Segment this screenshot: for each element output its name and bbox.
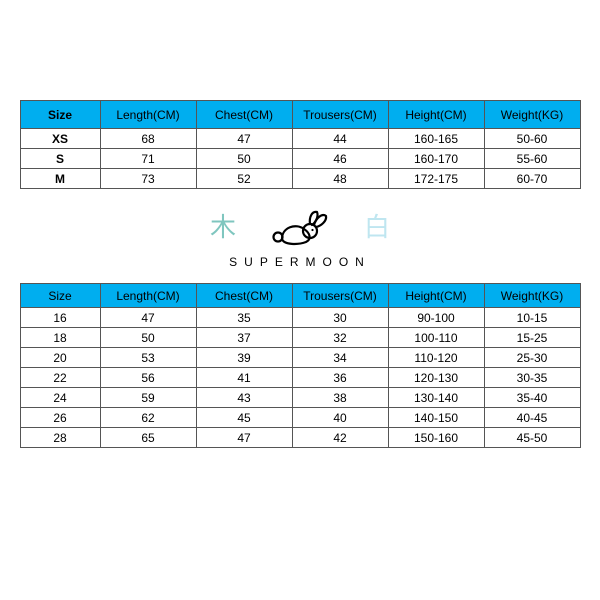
page-root: Size Length(CM) Chest(CM) Trousers(CM) H…: [0, 0, 600, 600]
brand-text: SUPERMOON: [20, 255, 580, 269]
glyph-right: 白: [364, 215, 390, 241]
cell-chest: 35: [196, 308, 292, 328]
col-length: Length(CM): [100, 284, 196, 308]
cell-chest: 39: [196, 348, 292, 368]
table-header-row: Size Length(CM) Chest(CM) Trousers(CM) H…: [20, 284, 580, 308]
brand-icon-row: 木 白: [20, 207, 580, 249]
cell-chest: 52: [196, 169, 292, 189]
cell-height: 130-140: [388, 388, 484, 408]
cell-trousers: 38: [292, 388, 388, 408]
cell-size: 22: [20, 368, 100, 388]
cell-size: 28: [20, 428, 100, 448]
cell-chest: 37: [196, 328, 292, 348]
cell-weight: 55-60: [484, 149, 580, 169]
table-header-row: Size Length(CM) Chest(CM) Trousers(CM) H…: [20, 101, 580, 129]
cell-height: 120-130: [388, 368, 484, 388]
cell-size: S: [20, 149, 100, 169]
cell-weight: 30-35: [484, 368, 580, 388]
cell-weight: 60-70: [484, 169, 580, 189]
col-height: Height(CM): [388, 101, 484, 129]
cell-size: 20: [20, 348, 100, 368]
cell-trousers: 34: [292, 348, 388, 368]
cell-length: 71: [100, 149, 196, 169]
cell-length: 65: [100, 428, 196, 448]
cell-length: 59: [100, 388, 196, 408]
cell-weight: 50-60: [484, 129, 580, 149]
col-weight: Weight(KG): [484, 101, 580, 129]
cell-weight: 35-40: [484, 388, 580, 408]
cell-size: 26: [20, 408, 100, 428]
cell-size: 18: [20, 328, 100, 348]
cell-length: 47: [100, 308, 196, 328]
cell-trousers: 32: [292, 328, 388, 348]
brand-block: 木 白 SUPERMOON: [20, 207, 580, 269]
cell-height: 160-170: [388, 149, 484, 169]
col-weight: Weight(KG): [484, 284, 580, 308]
cell-length: 68: [100, 129, 196, 149]
cell-chest: 41: [196, 368, 292, 388]
col-trousers: Trousers(CM): [292, 284, 388, 308]
cell-weight: 45-50: [484, 428, 580, 448]
col-height: Height(CM): [388, 284, 484, 308]
cell-trousers: 46: [292, 149, 388, 169]
cell-weight: 25-30: [484, 348, 580, 368]
cell-chest: 43: [196, 388, 292, 408]
cell-height: 110-120: [388, 348, 484, 368]
size-table-kids: Size Length(CM) Chest(CM) Trousers(CM) H…: [20, 283, 581, 448]
cell-chest: 45: [196, 408, 292, 428]
size-table-adult: Size Length(CM) Chest(CM) Trousers(CM) H…: [20, 100, 581, 189]
cell-height: 172-175: [388, 169, 484, 189]
table-row: 24 59 43 38 130-140 35-40: [20, 388, 580, 408]
table-row: S 71 50 46 160-170 55-60: [20, 149, 580, 169]
cell-length: 56: [100, 368, 196, 388]
cell-height: 160-165: [388, 129, 484, 149]
col-size: Size: [20, 284, 100, 308]
cell-length: 53: [100, 348, 196, 368]
table-row: 16 47 35 30 90-100 10-15: [20, 308, 580, 328]
cell-chest: 47: [196, 428, 292, 448]
table-row: M 73 52 48 172-175 60-70: [20, 169, 580, 189]
rabbit-icon: [270, 209, 330, 247]
col-chest: Chest(CM): [196, 101, 292, 129]
cell-trousers: 36: [292, 368, 388, 388]
cell-height: 100-110: [388, 328, 484, 348]
table-row: 20 53 39 34 110-120 25-30: [20, 348, 580, 368]
cell-length: 50: [100, 328, 196, 348]
table-row: 22 56 41 36 120-130 30-35: [20, 368, 580, 388]
cell-length: 62: [100, 408, 196, 428]
col-size: Size: [20, 101, 100, 129]
cell-size: XS: [20, 129, 100, 149]
table-row: 28 65 47 42 150-160 45-50: [20, 428, 580, 448]
cell-height: 140-150: [388, 408, 484, 428]
cell-trousers: 30: [292, 308, 388, 328]
cell-trousers: 48: [292, 169, 388, 189]
cell-size: M: [20, 169, 100, 189]
glyph-left: 木: [210, 215, 236, 241]
cell-size: 16: [20, 308, 100, 328]
cell-trousers: 44: [292, 129, 388, 149]
cell-chest: 47: [196, 129, 292, 149]
cell-height: 90-100: [388, 308, 484, 328]
table-row: XS 68 47 44 160-165 50-60: [20, 129, 580, 149]
cell-trousers: 40: [292, 408, 388, 428]
cell-length: 73: [100, 169, 196, 189]
table-row: 18 50 37 32 100-110 15-25: [20, 328, 580, 348]
cell-size: 24: [20, 388, 100, 408]
cell-weight: 40-45: [484, 408, 580, 428]
cell-weight: 10-15: [484, 308, 580, 328]
col-chest: Chest(CM): [196, 284, 292, 308]
cell-trousers: 42: [292, 428, 388, 448]
cell-chest: 50: [196, 149, 292, 169]
table-row: 26 62 45 40 140-150 40-45: [20, 408, 580, 428]
cell-weight: 15-25: [484, 328, 580, 348]
cell-height: 150-160: [388, 428, 484, 448]
col-length: Length(CM): [100, 101, 196, 129]
col-trousers: Trousers(CM): [292, 101, 388, 129]
